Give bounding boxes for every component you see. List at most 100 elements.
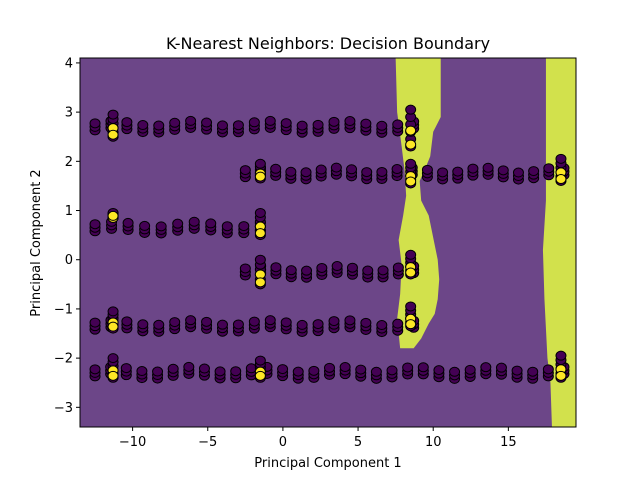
plot-area [79,57,577,428]
data-point-row5-25-2 [480,362,492,373]
data-point-row1-2-2 [270,163,282,174]
data-point-row0-17-2 [360,118,372,129]
data-point-row0-11-2 [264,115,276,126]
cluster-highlight-5-b [254,228,266,239]
y-axis-label: Principal Component 2 [29,169,44,316]
data-point-row3-7-2 [346,262,358,273]
y-tick-label: −1 [54,302,73,317]
data-point-row1-0-2 [239,165,251,176]
data-point-row5-13-2 [292,366,304,377]
data-point-row5-0-2 [89,364,101,375]
y-tick-label: 0 [65,253,73,268]
data-point-row5-2-2 [120,363,132,374]
data-point-row4-9-2 [232,319,244,330]
data-point-row5-20-2 [402,362,414,373]
data-point-row0-3-2 [137,120,149,131]
data-point-row1-10-2 [391,164,403,175]
data-point-row1-13-2 [437,167,449,178]
data-point-row4-13-2 [296,319,308,330]
x-tick-label: −10 [119,435,146,450]
cluster-highlight-6-b [254,277,266,288]
cluster-highlight-3-b [107,370,119,381]
data-point-row3-10-2 [392,262,404,273]
cluster-highlight-13-b [555,370,567,381]
data-point-row1-5-2 [315,164,327,175]
data-point-row1-15-2 [467,163,479,174]
data-point-row3-9-2 [377,265,389,276]
data-point-row5-15-2 [324,362,336,373]
data-point-row1-7-2 [346,164,358,175]
data-point-row4-18-2 [376,320,388,331]
data-point-row4-19-2 [392,318,404,329]
cluster-highlight-10-b [405,267,417,278]
cluster-highlight-11-b [405,319,417,330]
cluster-highlight-2-b [107,321,119,332]
data-point-row2-0-2 [89,219,101,230]
data-point-row4-11-2 [264,315,276,326]
data-point-row1-20-2 [543,163,555,174]
data-point-row5-3-2 [136,366,148,377]
cluster-point-13-5 [555,350,567,361]
cluster-point-3-5 [107,353,119,364]
data-point-row1-8-2 [361,167,373,178]
data-point-row0-7-2 [201,117,213,128]
y-tick-label: −3 [54,401,73,416]
data-point-row4-12-2 [280,317,292,328]
decision-region-1 [542,58,576,427]
data-point-row4-4-2 [153,319,165,330]
data-point-row5-8-2 [214,366,226,377]
data-point-row5-17-2 [355,364,367,375]
cluster-point-7-5 [254,355,266,366]
data-point-row5-24-2 [464,364,476,375]
data-point-row0-18-2 [376,120,388,131]
cluster-highlight-4-b [254,171,266,182]
data-point-row4-17-2 [360,317,372,328]
data-point-row5-21-2 [417,362,429,373]
data-point-row1-17-2 [497,165,509,176]
cluster-highlight-1-b [107,210,119,221]
data-point-row5-9-2 [230,366,242,377]
data-point-row0-4-2 [153,120,165,131]
plot-frame [79,57,577,428]
data-point-row0-13-2 [296,120,308,131]
x-tick-label: −5 [198,435,217,450]
data-point-row5-28-2 [527,366,539,377]
data-point-row0-19-2 [392,119,404,130]
data-point-row5-22-2 [433,365,445,376]
data-point-row2-2-2 [122,217,134,228]
data-point-row3-8-2 [362,265,374,276]
data-point-row5-26-2 [495,362,507,373]
cluster-highlight-9-b [405,176,417,187]
data-point-row1-6-2 [330,162,342,173]
data-point-row0-16-2 [344,116,356,127]
data-point-row2-3-2 [139,220,151,231]
data-point-row3-0-2 [239,263,251,274]
data-point-row0-2-2 [121,117,133,128]
data-point-row0-10-2 [248,117,260,128]
data-point-row5-6-2 [183,361,195,372]
data-point-row5-12-2 [277,364,289,375]
data-point-row2-4-2 [155,221,167,232]
data-point-row5-23-2 [449,366,461,377]
chart-title: K-Nearest Neighbors: Decision Boundary [166,34,490,53]
data-point-row5-14-2 [308,365,320,376]
data-point-row1-16-2 [482,162,494,173]
data-point-row4-10-2 [248,316,260,327]
cluster-point-4-5 [254,158,266,169]
data-point-row0-0-2 [89,118,101,129]
data-point-row0-9-2 [232,120,244,131]
x-tick-label: 5 [354,435,362,450]
data-point-row1-14-2 [452,166,464,177]
cluster-highlight-7-b [254,370,266,381]
data-point-row5-16-2 [339,362,351,373]
cluster-highlight-0-b [107,129,119,140]
cluster-point-5-5 [254,207,266,218]
cluster-highlight-8-b [405,139,417,150]
y-tick-label: 2 [65,155,73,170]
data-point-row3-3-2 [285,265,297,276]
data-point-row4-6-2 [185,315,197,326]
x-tick-label: 15 [500,435,517,450]
data-point-row4-0-2 [89,317,101,328]
data-point-row0-14-2 [312,119,324,130]
cluster-point-8-5 [405,104,417,115]
